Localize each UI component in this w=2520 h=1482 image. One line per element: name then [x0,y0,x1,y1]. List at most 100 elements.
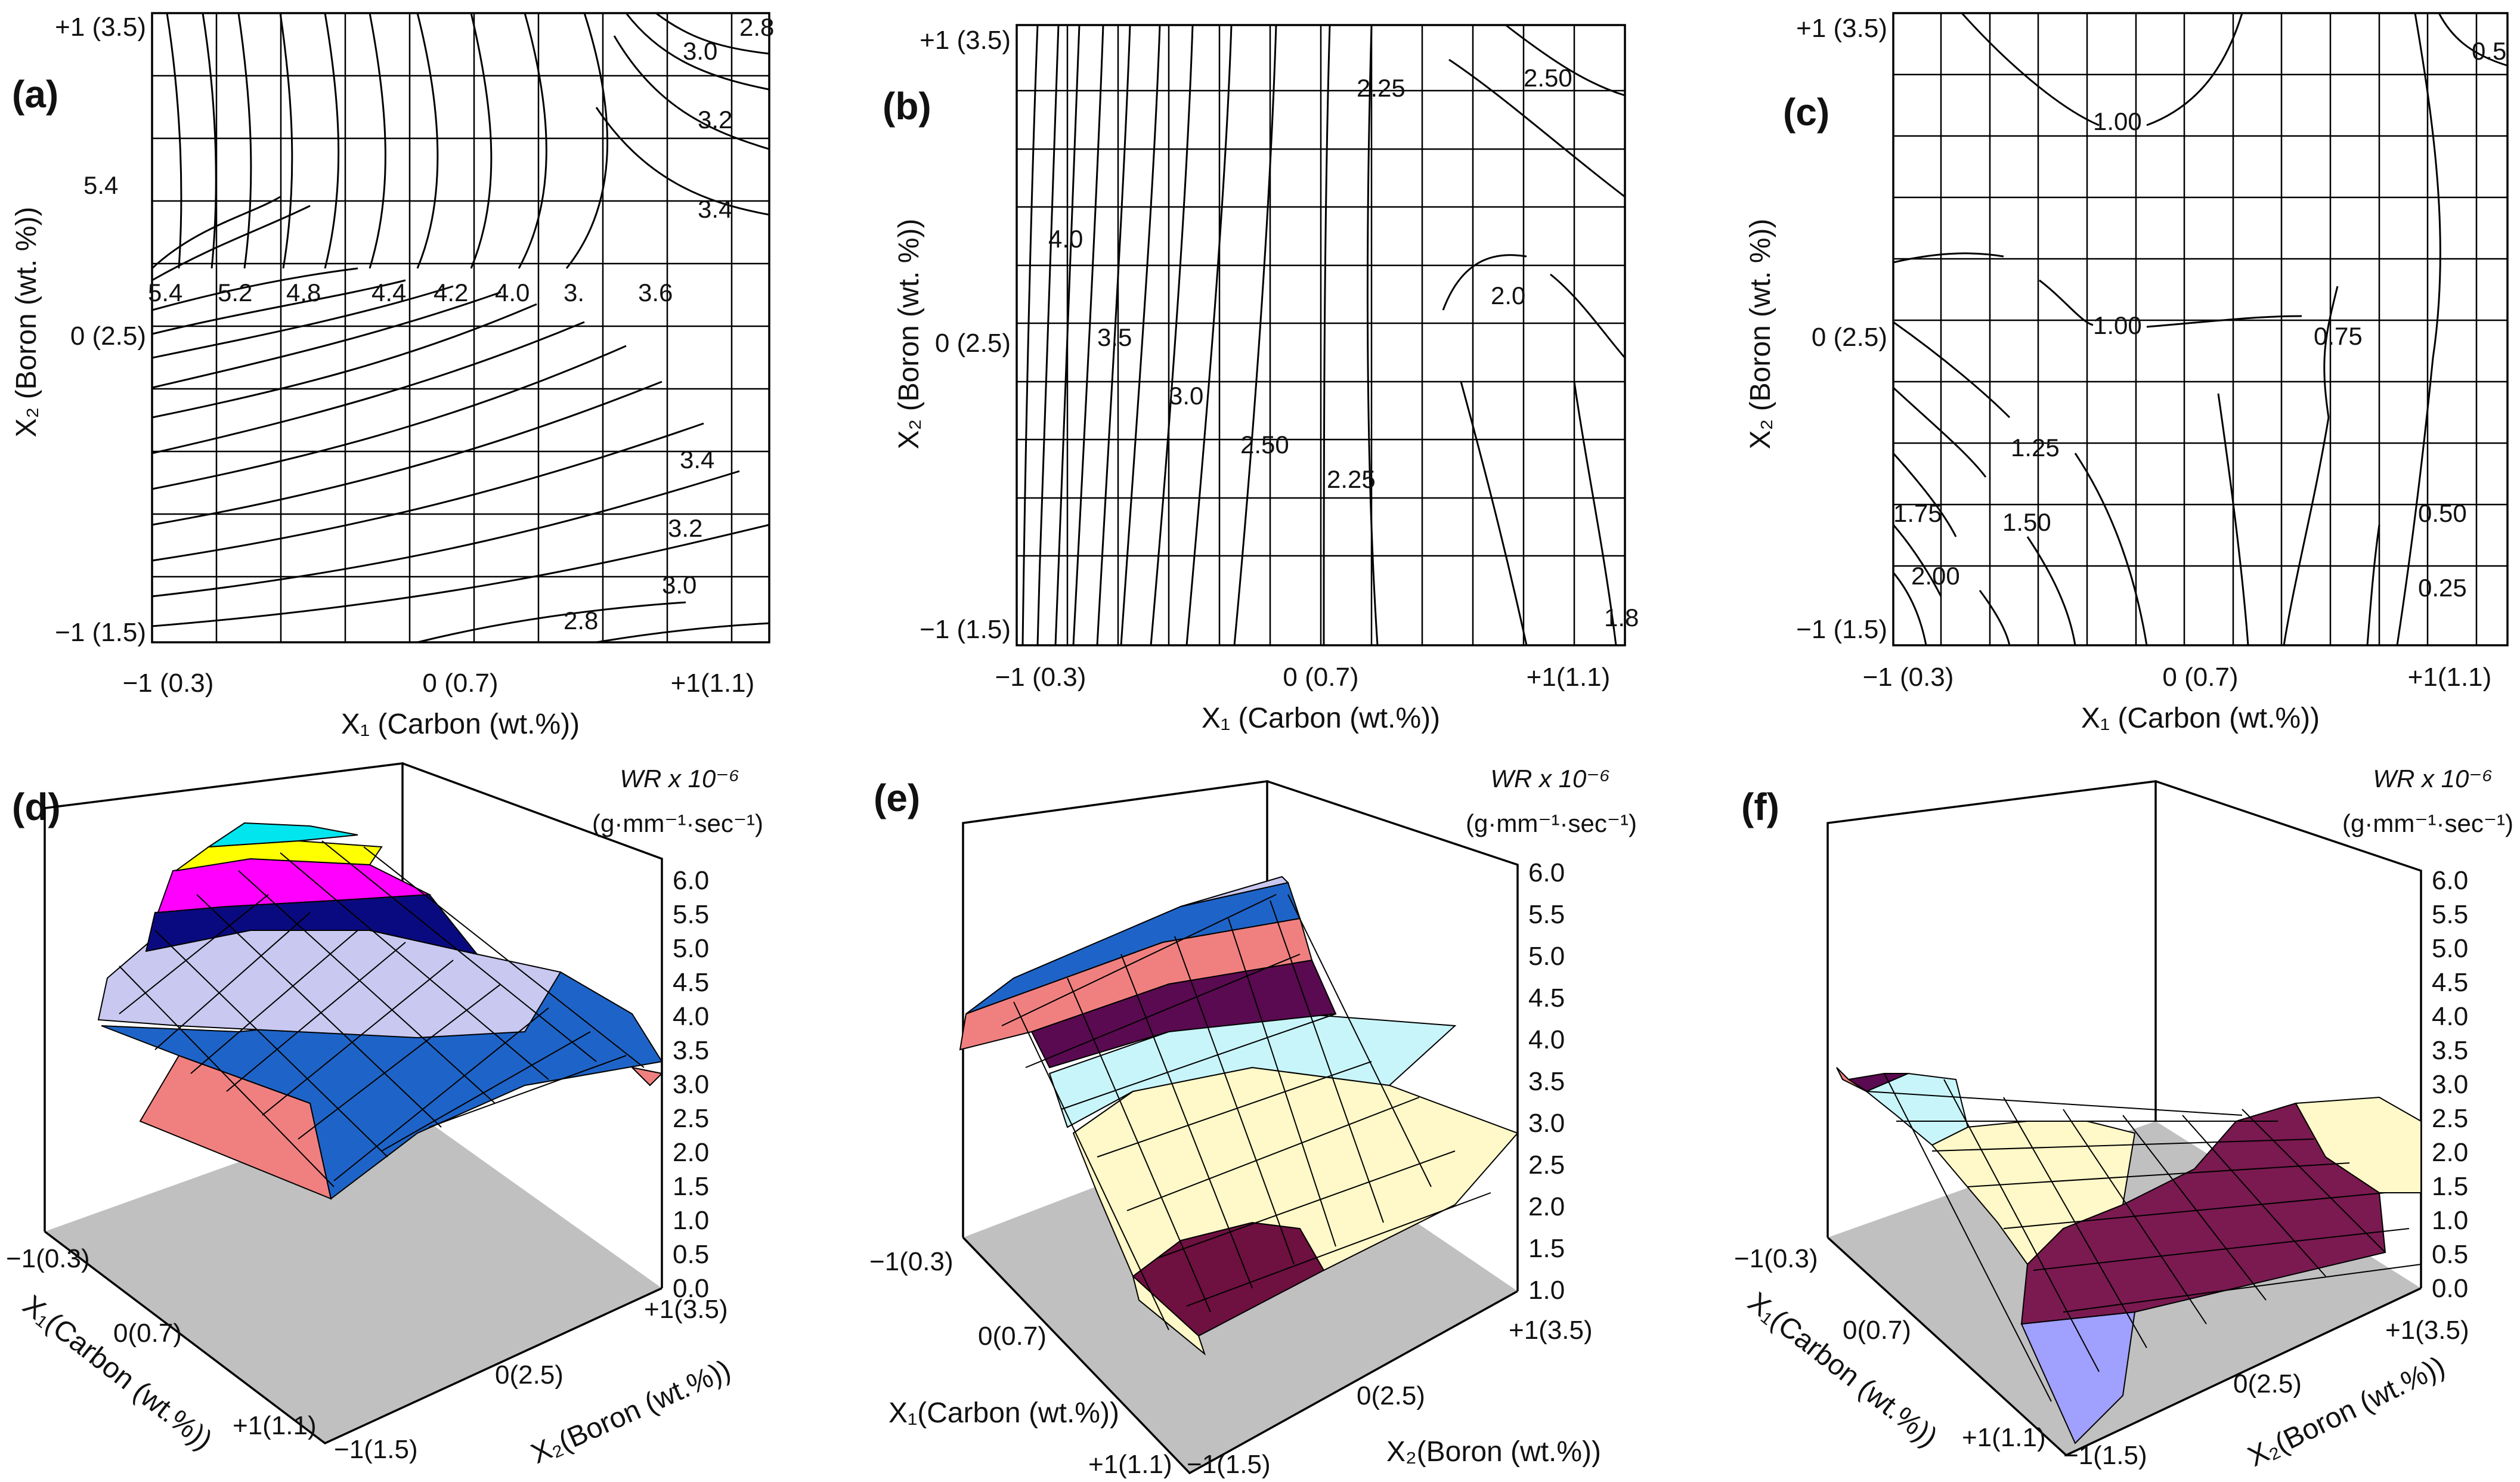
x-tick: −1 (0.3) [1863,663,1954,692]
contour-label: 5.4 [83,171,118,199]
x-tick: 0 (0.7) [1283,663,1358,692]
x2-tick: 0(2.5) [495,1360,564,1390]
z-tick: 1.5 [2432,1172,2468,1201]
panel-label-c: (c) [1783,91,1829,134]
y-tick: 0 (2.5) [70,321,146,351]
y-tick: −1 (1.5) [920,615,1011,644]
contour-labels-c: 1.00 0.5 1.00 0.75 1.25 1.75 1.50 2.00 0… [1893,37,2506,602]
z-tick: 4.0 [1528,1025,1565,1054]
x-axis-title: X₁ (Carbon (wt.%)) [1202,703,1440,734]
x1-tick: +1(1.1) [1088,1450,1172,1479]
x-tick: 0 (0.7) [422,669,498,698]
contour-label: 3.2 [668,514,702,542]
contour-label: 2.0 [1491,281,1525,310]
z-tick: 5.5 [2432,900,2468,929]
x-tick: +1(1.1) [1527,663,1611,692]
z-tick: 4.5 [2432,968,2468,997]
x1-tick: −1(0.3) [869,1247,953,1276]
contour-label: 3.0 [683,37,717,65]
y-tick: −1 (1.5) [1796,615,1887,644]
z-tick: 2.0 [2432,1138,2468,1167]
contour-lines-a [151,12,770,643]
z-axis-title: WR x 10⁻⁶ [620,765,739,793]
contour-label: 3.4 [680,445,714,474]
z-tick: 2.5 [673,1104,709,1133]
x-tick: 0 (0.7) [2162,663,2238,692]
z-tick: 1.0 [673,1206,709,1235]
panel-label-a: (a) [12,73,58,116]
contour-label: 2.25 [1327,465,1376,493]
z-tick: 5.0 [2432,934,2468,963]
contour-label: 4.0 [495,279,530,307]
x-axis-title: X₁ (Carbon (wt.%)) [2081,703,2320,734]
z-tick: 6.0 [1528,858,1565,887]
z-axis-title: WR x 10⁻⁶ [1490,765,1610,793]
z-tick: 3.5 [673,1036,709,1065]
x-tick: +1(1.1) [2408,663,2492,692]
x2-tick: 0(2.5) [1357,1381,1425,1410]
contour-label: 2.25 [1357,74,1405,102]
z-axis-unit: (g·mm⁻¹·sec⁻¹) [2342,809,2513,837]
x1-tick: −1(0.3) [6,1244,90,1273]
surface-band [630,1066,664,1087]
panel-b: (b) 4.0 3.5 3.0 2.50 2.25 2.25 2.50 2.0 … [883,24,1639,734]
x2-tick: −1(1.5) [1187,1450,1271,1479]
z-tick: 0.5 [673,1240,709,1269]
y-tick: +1 (3.5) [1796,14,1887,43]
x2-axis-title: X₂(Boron (wt.%)) [1386,1436,1601,1468]
z-tick: 2.5 [2432,1104,2468,1133]
contour-label: 4.0 [1048,225,1083,253]
z-tick: 1.5 [1528,1234,1565,1263]
contour-label: 3.6 [638,279,673,307]
contour-label: 1.25 [2011,434,2060,462]
contour-grid-c [1892,12,2509,646]
z-tick: 2.5 [1528,1150,1565,1180]
y-tick: 0 (2.5) [1812,323,1887,352]
surface-band [1048,1013,1457,1128]
contour-label: 2.8 [739,13,774,41]
contour-label: 2.50 [1240,431,1289,459]
z-tick: 2.0 [673,1138,709,1167]
panel-d: (d) 0.0 0.5 1.0 1.5 2.0 2.5 3.0 3.5 4.0 [6,762,763,1470]
x1-tick: 0(0.7) [113,1319,182,1348]
surface-band [97,930,562,1039]
z-tick: 4.0 [673,1002,709,1031]
x2-tick: +1(3.5) [2385,1316,2469,1345]
contour-label: 3.2 [698,106,732,134]
surface-band [1180,875,1289,907]
contour-lines-b [1021,24,1626,646]
y-axis-title: X₂ (Boron (wt. %)) [1745,219,1776,450]
z-ticks-e: 1.0 1.5 2.0 2.5 3.0 3.5 4.0 4.5 5.0 5.5 … [1528,858,1565,1305]
z-tick: 6.0 [673,866,709,895]
x1-tick: −1(0.3) [1734,1244,1818,1273]
z-ticks-d: 0.0 0.5 1.0 1.5 2.0 2.5 3.0 3.5 4.0 4.5 … [673,866,709,1303]
z-tick: 3.0 [673,1070,709,1099]
z-tick: 3.5 [1528,1067,1565,1096]
z-tick: 5.0 [1528,942,1565,971]
z-tick: 3.0 [2432,1070,2468,1099]
x-axis-title: X₁ (Carbon (wt.%)) [341,708,580,740]
z-tick: 1.5 [673,1172,709,1201]
contour-label: 2.50 [1524,64,1572,92]
z-axis-unit: (g·mm⁻¹·sec⁻¹) [592,809,763,837]
x1-tick: +1(1.1) [1962,1423,2046,1452]
y-tick: +1 (3.5) [920,26,1011,55]
y-tick: 0 (2.5) [935,329,1011,358]
x1-tick: 0(0.7) [1843,1316,1911,1345]
panel-a: (a) 5.4 5.2 4.8 4.4 4.2 4.0 3. 3.6 5.4 3… [11,12,774,740]
x-tick: +1(1.1) [671,669,755,698]
contour-label: 3.4 [698,195,732,223]
panel-label-e: (e) [874,776,920,819]
z-axis-title: WR x 10⁻⁶ [2373,765,2493,793]
z-tick: 6.0 [2432,866,2468,895]
contour-label: 3.0 [662,571,696,599]
contour-label: 0.25 [2418,574,2467,602]
surface-d [97,822,664,1200]
panel-label-b: (b) [883,85,931,128]
y-tick: −1 (1.5) [55,618,146,647]
panel-e: (e) 1.0 1.5 2.0 2.5 3.0 3.5 4.0 4.5 5.0 … [869,765,1637,1479]
z-tick: 4.5 [1528,983,1565,1013]
y-axis-title: X₂ (Boron (wt. %)) [11,207,42,438]
surface-e [959,875,1519,1356]
